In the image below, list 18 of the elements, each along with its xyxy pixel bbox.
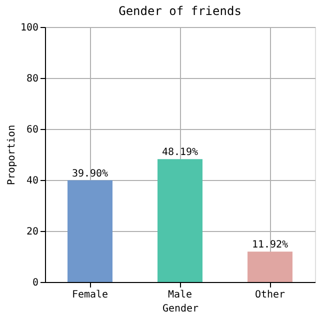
- y-tick-label: 0: [32, 278, 38, 288]
- data-label: 11.92%: [252, 240, 288, 251]
- y-tick-label: 60: [26, 124, 38, 136]
- bar: [158, 159, 202, 282]
- y-tick-label: 40: [26, 176, 38, 186]
- y-axis-title: Proportion: [6, 124, 18, 186]
- x-tick-label: Female: [72, 290, 108, 300]
- bar: [248, 252, 292, 282]
- data-label: 48.19%: [162, 147, 198, 158]
- y-tick-label: 20: [26, 226, 38, 238]
- chart-title: Gender of friends: [118, 4, 242, 18]
- bar: [68, 180, 112, 282]
- y-tick-label: 80: [26, 74, 38, 84]
- x-tick-label: Male: [168, 290, 192, 300]
- y-tick-label: 100: [20, 22, 38, 34]
- x-axis-title: Gender: [162, 304, 199, 314]
- x-tick-label: Other: [254, 290, 286, 300]
- data-label: 39.90%: [72, 168, 108, 180]
